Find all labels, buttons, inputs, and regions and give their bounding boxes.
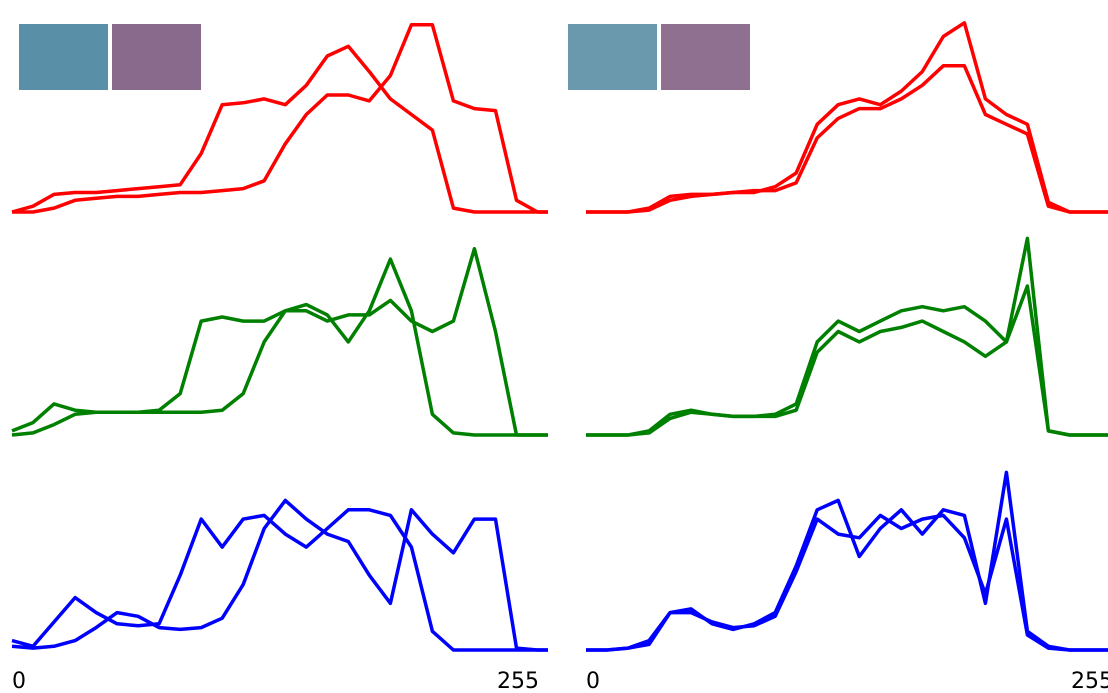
thumbnail: [19, 24, 108, 90]
x-tick-label: 0: [586, 669, 600, 693]
thumbnails-right: [568, 24, 750, 90]
x-tick-label: 0: [12, 669, 26, 693]
histogram-line: [11, 246, 548, 437]
thumbnail: [112, 24, 201, 90]
histogram-line: [586, 236, 1108, 437]
histogram-line: [11, 508, 548, 652]
histogram-line: [586, 284, 1108, 437]
histogram-line: [11, 44, 548, 214]
histogram-line: [586, 513, 1108, 652]
histogram-line: [11, 257, 548, 437]
histogram-line: [11, 498, 548, 652]
thumbnail: [661, 24, 750, 90]
x-tick-label: 255: [497, 669, 539, 693]
histogram-line: [12, 23, 548, 214]
x-tick-label: 255: [1071, 669, 1108, 693]
histogram-line: [586, 64, 1108, 214]
thumbnail: [568, 24, 657, 90]
thumbnails-left: [19, 24, 201, 90]
